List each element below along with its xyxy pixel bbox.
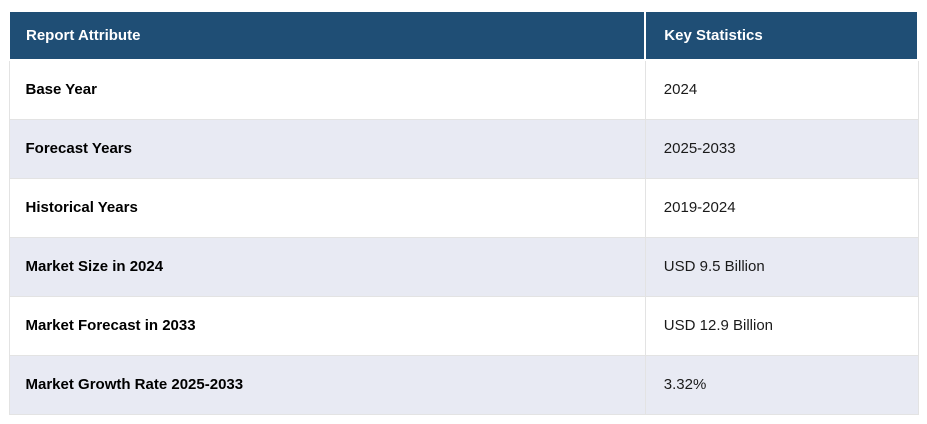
attribute-cell: Historical Years xyxy=(8,178,646,238)
table-row: Base Year 2024 xyxy=(8,59,919,120)
attribute-cell: Forecast Years xyxy=(8,119,646,179)
attribute-cell: Market Forecast in 2033 xyxy=(8,296,646,356)
table-header-row: Report Attribute Key Statistics xyxy=(7,10,919,61)
attribute-cell: Market Size in 2024 xyxy=(8,237,646,297)
attribute-cell: Base Year xyxy=(8,59,646,120)
column-header-report-attribute: Report Attribute xyxy=(7,10,647,61)
value-cell: 2024 xyxy=(644,59,919,120)
value-cell: USD 9.5 Billion xyxy=(644,237,919,297)
report-attributes-table: Report Attribute Key Statistics Base Yea… xyxy=(7,10,919,415)
value-cell: USD 12.9 Billion xyxy=(644,296,919,356)
attribute-cell: Market Growth Rate 2025-2033 xyxy=(8,355,646,415)
table-row: Historical Years 2019-2024 xyxy=(8,178,919,238)
value-cell: 3.32% xyxy=(644,355,919,415)
column-header-key-statistics: Key Statistics xyxy=(644,10,919,61)
table-row: Market Size in 2024 USD 9.5 Billion xyxy=(8,237,919,297)
table-row: Market Forecast in 2033 USD 12.9 Billion xyxy=(8,296,919,356)
value-cell: 2019-2024 xyxy=(644,178,919,238)
table-row: Market Growth Rate 2025-2033 3.32% xyxy=(8,355,919,415)
value-cell: 2025-2033 xyxy=(644,119,919,179)
table-row: Forecast Years 2025-2033 xyxy=(8,119,919,179)
